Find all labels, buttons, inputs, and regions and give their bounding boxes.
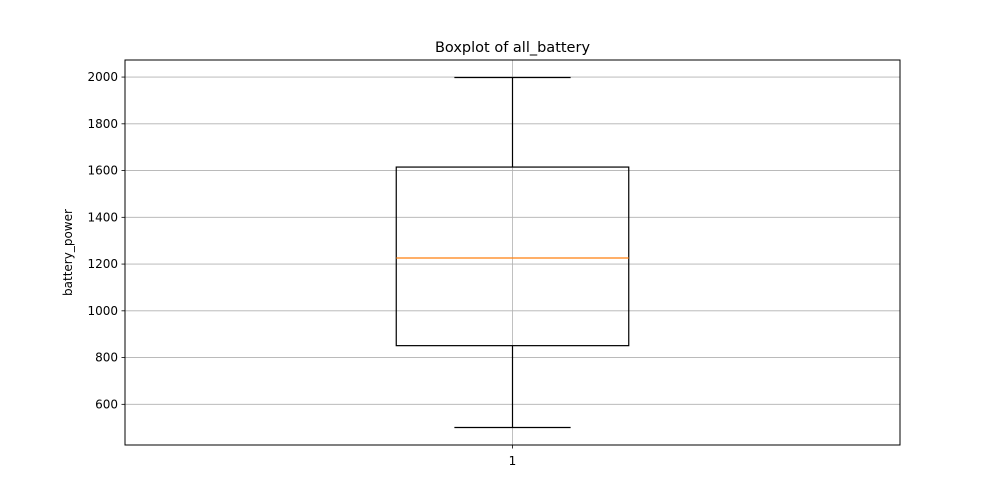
chart-title: Boxplot of all_battery xyxy=(435,40,590,56)
y-tick-label: 1000 xyxy=(87,304,118,318)
ticks: 600 800 1000 1200 1400 1600 1800 2000 1 xyxy=(87,70,516,468)
x-tick-label: 1 xyxy=(509,454,517,468)
grid xyxy=(125,60,900,445)
y-tick-label: 2000 xyxy=(87,70,118,84)
y-tick-label: 1600 xyxy=(87,164,118,178)
y-tick-label: 1200 xyxy=(87,257,118,271)
box-layer xyxy=(395,76,630,429)
iqr-box xyxy=(395,166,630,347)
y-tick-label: 1800 xyxy=(87,117,118,131)
y-tick-label: 800 xyxy=(95,351,118,365)
y-tick-label: 600 xyxy=(95,397,118,411)
y-tick-label: 1400 xyxy=(87,210,118,224)
y-axis-label: battery_power xyxy=(61,209,75,296)
